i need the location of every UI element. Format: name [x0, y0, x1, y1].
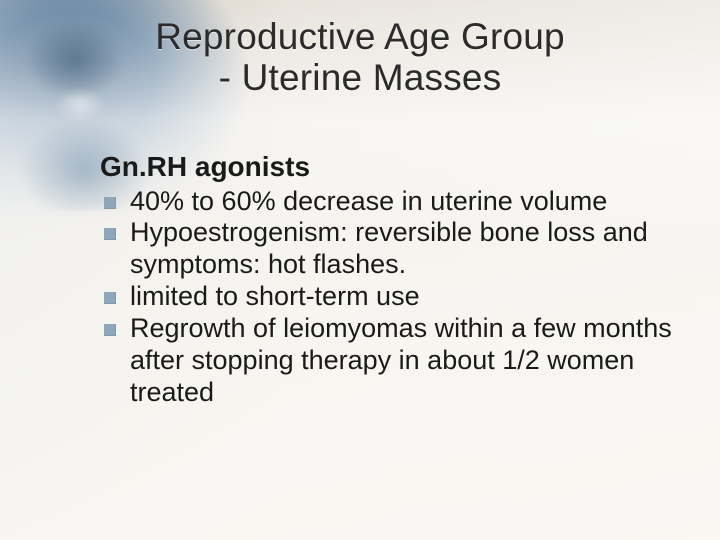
list-item: Hypoestrogenism: reversible bone loss an…: [100, 217, 672, 281]
bullet-text: Regrowth of leiomyomas within a few mont…: [130, 313, 672, 407]
list-item: Regrowth of leiomyomas within a few mont…: [100, 313, 672, 409]
slide: Reproductive Age Group - Uterine Masses …: [0, 0, 720, 540]
slide-title: Reproductive Age Group - Uterine Masses: [0, 16, 720, 99]
title-line-1: Reproductive Age Group: [155, 16, 565, 57]
title-line-2: - Uterine Masses: [219, 57, 502, 98]
bullet-list: 40% to 60% decrease in uterine volume Hy…: [100, 186, 672, 409]
bullet-text: Hypoestrogenism: reversible bone loss an…: [130, 217, 648, 279]
list-item: limited to short-term use: [100, 281, 672, 313]
bullet-text: 40% to 60% decrease in uterine volume: [130, 186, 607, 216]
list-item: 40% to 60% decrease in uterine volume: [100, 186, 672, 218]
bullet-text: limited to short-term use: [130, 281, 420, 311]
content-area: Gn.RH agonists 40% to 60% decrease in ut…: [100, 150, 672, 409]
section-heading: Gn.RH agonists: [100, 150, 672, 184]
